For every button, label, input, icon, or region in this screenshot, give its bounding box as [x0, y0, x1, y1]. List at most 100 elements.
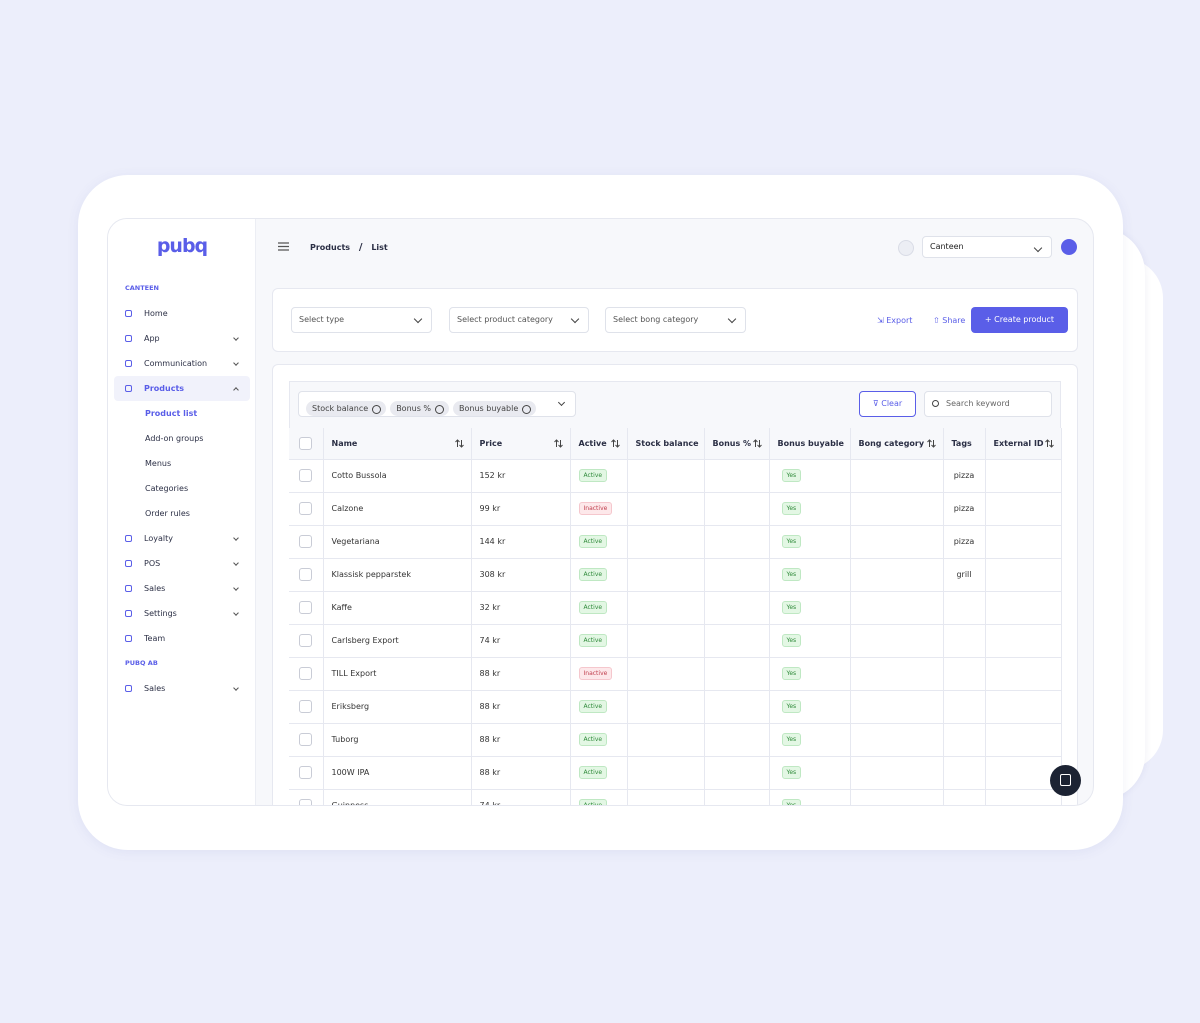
header-cell[interactable]: Price: [471, 428, 571, 460]
cell: Carlsberg Export: [323, 624, 472, 658]
checkbox[interactable]: [299, 568, 313, 581]
checkbox[interactable]: [299, 667, 313, 680]
nav-subitem[interactable]: Add-on groups: [145, 434, 204, 443]
checkbox[interactable]: [299, 634, 313, 647]
column-chip[interactable]: Bonus buyable: [453, 401, 537, 416]
cell: [985, 525, 1062, 559]
nav-item[interactable]: Loyalty: [114, 526, 250, 551]
breadcrumb-item[interactable]: Products: [310, 243, 351, 252]
chat-button[interactable]: [1050, 765, 1081, 796]
nav-label: POS: [144, 559, 161, 568]
cell: [943, 657, 986, 691]
nav-item[interactable]: Team: [114, 626, 250, 651]
export-button[interactable]: ⇲ Export: [877, 316, 913, 325]
checkbox[interactable]: [299, 535, 313, 548]
checkbox[interactable]: [299, 469, 313, 482]
type-select[interactable]: Select type: [291, 307, 432, 333]
share-label: Share: [942, 316, 966, 325]
header-cell[interactable]: External ID: [985, 428, 1062, 460]
share-button[interactable]: ⇧ Share: [933, 316, 966, 325]
nav-item[interactable]: Home: [114, 301, 250, 326]
sort-icon[interactable]: [926, 439, 936, 448]
cell: [985, 591, 1062, 625]
column-header: Price: [479, 438, 503, 448]
chevron: [233, 610, 239, 616]
nav-item[interactable]: Settings: [114, 601, 250, 626]
header-cell[interactable]: Bong category: [850, 428, 944, 460]
table-row: Vegetariana 144 kr Active Yes pizza: [289, 525, 1062, 559]
cell: [985, 492, 1062, 526]
table-row: Cotto Bussola 152 kr Active Yes pizza: [289, 459, 1062, 493]
cell: [289, 459, 324, 493]
header-cell[interactable]: Name: [323, 428, 472, 460]
create-button[interactable]: + Create product: [971, 307, 1068, 333]
cell: Yes: [769, 756, 851, 790]
nav-item[interactable]: Sales: [114, 576, 250, 601]
menu-icon[interactable]: [278, 242, 289, 251]
nav-item[interactable]: Products: [114, 376, 250, 401]
nav-item[interactable]: App: [114, 326, 250, 351]
table-row: Klassisk pepparstek 308 kr Active Yes grill: [289, 558, 1062, 592]
location-select[interactable]: Canteen: [922, 236, 1052, 258]
cell-text: Kaffe: [331, 603, 352, 612]
nav-icon: [125, 585, 132, 592]
checkbox[interactable]: [299, 502, 313, 515]
sort-icon[interactable]: [752, 439, 762, 448]
sort-icon[interactable]: [1044, 439, 1054, 448]
nav-subitem[interactable]: Categories: [145, 484, 189, 493]
cell: Vegetariana: [323, 525, 472, 559]
clear-button[interactable]: ⊽ Clear: [859, 391, 916, 417]
cell: [850, 624, 944, 658]
header-cell[interactable]: Bonus %: [704, 428, 770, 460]
nav: CANTEEN Home App Communication Products Produ…: [108, 276, 256, 701]
nav-item[interactable]: Communication: [114, 351, 250, 376]
breadcrumb-separator: /: [358, 242, 363, 253]
checkbox[interactable]: [299, 601, 313, 614]
nav-subitem[interactable]: Order rules: [145, 509, 190, 518]
category-select[interactable]: Select product category: [449, 307, 589, 333]
header-cell: Stock balance: [627, 428, 705, 460]
avatar[interactable]: [1061, 239, 1077, 255]
column-chip[interactable]: Bonus %: [390, 401, 450, 416]
breadcrumb-item: List: [371, 243, 388, 252]
checkbox[interactable]: [299, 436, 313, 450]
nav-subitem[interactable]: Menus: [145, 459, 172, 468]
sort-icon[interactable]: [454, 439, 464, 448]
app-window: pubq CANTEEN Home App Communication Products…: [107, 218, 1094, 806]
cell: [850, 789, 944, 805]
cell-text: Cotto Bussola: [331, 471, 387, 480]
cell: [289, 723, 324, 757]
checkbox[interactable]: [299, 733, 313, 746]
nav-item[interactable]: Sales: [114, 676, 250, 701]
sort-icon[interactable]: [610, 439, 620, 448]
breadcrumb: Products / List: [310, 242, 388, 253]
checkbox[interactable]: [299, 700, 313, 713]
cell: Calzone: [323, 492, 472, 526]
status-badge: Yes: [781, 700, 802, 713]
status-badge: Yes: [781, 799, 802, 805]
cell: 88 kr: [471, 690, 571, 724]
checkbox[interactable]: [299, 799, 313, 805]
sort-icon[interactable]: [553, 439, 563, 448]
nav-item[interactable]: POS: [114, 551, 250, 576]
cell: Yes: [769, 723, 851, 757]
bong-select[interactable]: Select bong category: [605, 307, 746, 333]
table-row: TILL Export 88 kr Inactive Yes: [289, 657, 1062, 691]
column-chip[interactable]: Stock balance: [306, 401, 387, 416]
cell-text: pizza: [953, 537, 975, 546]
header-cell[interactable]: Active: [570, 428, 628, 460]
column-picker[interactable]: Stock balance Bonus % Bonus buyable: [298, 391, 576, 417]
cell: [704, 657, 770, 691]
checkbox[interactable]: [299, 766, 313, 779]
cell: [289, 591, 324, 625]
dropdown-chevron: [557, 398, 566, 407]
cell-text: 144 kr: [479, 537, 506, 546]
nav-subitem[interactable]: Product list: [145, 409, 198, 418]
search-input[interactable]: Search keyword: [924, 391, 1052, 417]
theme-toggle[interactable]: [898, 240, 914, 256]
table-row: Kaffe 32 kr Active Yes: [289, 591, 1062, 625]
cell-text: 74 kr: [479, 801, 501, 806]
cell: Kaffe: [323, 591, 472, 625]
header-cell: [289, 428, 324, 460]
cell: [627, 558, 705, 592]
